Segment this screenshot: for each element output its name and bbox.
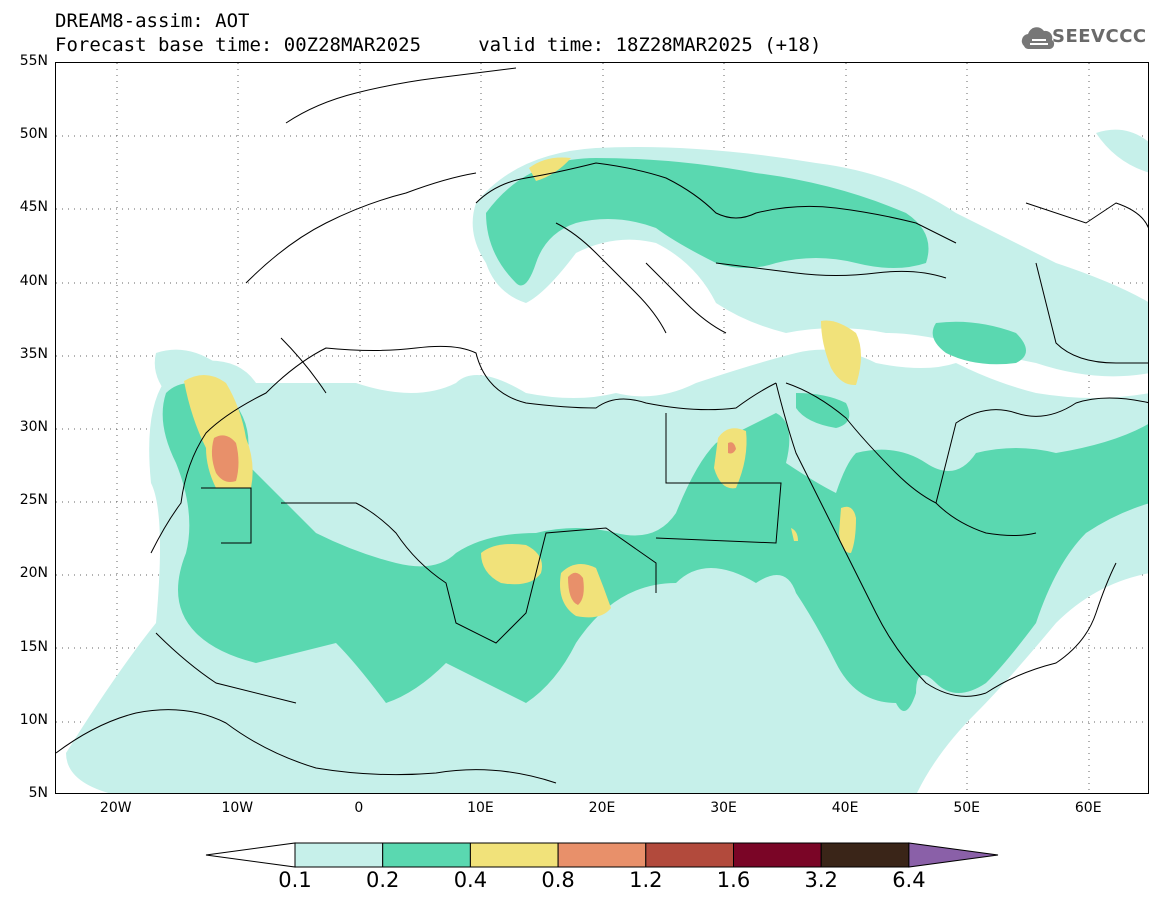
lon-label: 10W	[221, 800, 254, 816]
lat-label: 10N	[19, 711, 48, 728]
colorbar-cell	[733, 842, 822, 868]
aot-level-0.2	[162, 158, 1148, 711]
colorbar-label: 1.2	[629, 868, 663, 892]
lon-label: 20E	[588, 800, 616, 816]
colorbar-cell	[645, 842, 734, 868]
lon-label: 30E	[710, 800, 737, 816]
colorbar-label: 3.2	[804, 868, 838, 892]
lat-label: 30N	[19, 419, 48, 435]
colorbar	[205, 842, 999, 868]
cloud-logo-icon	[1021, 27, 1055, 49]
colorbar-cell	[294, 842, 384, 868]
colorbar-cell	[382, 842, 471, 868]
logo-text: SEEVCCC	[1052, 26, 1147, 47]
lat-label: 20N	[19, 565, 48, 582]
colorbar-cell	[557, 842, 647, 868]
lon-label: 50E	[953, 800, 980, 816]
aot-level-0.8	[211, 435, 736, 605]
lon-label: 10E	[467, 800, 494, 816]
colorbar-cell	[469, 842, 559, 868]
colorbar-label: 0.4	[453, 868, 488, 892]
colorbar-label: 0.1	[278, 868, 312, 892]
country-borders	[56, 67, 1148, 784]
lon-label: 0	[354, 800, 364, 816]
colorbar-label: 0.2	[365, 868, 400, 892]
colorbar-cell	[820, 842, 910, 868]
chart-title: DREAM8-assim: AOT	[55, 10, 250, 32]
lat-label: 55N	[19, 53, 48, 69]
forecast-times: Forecast base time: 00Z28MAR2025 valid t…	[55, 34, 822, 56]
colorbar-under-arrow	[205, 842, 296, 868]
lon-label: 40E	[831, 800, 859, 816]
lon-label: 60E	[1074, 800, 1102, 816]
colorbar-label: 0.8	[541, 868, 575, 892]
map-panel	[55, 62, 1149, 794]
aot-map	[56, 63, 1148, 793]
lon-label: 20W	[99, 800, 132, 816]
lat-label: 45N	[19, 199, 48, 216]
lat-label: 40N	[19, 272, 48, 289]
lat-label: 5N	[28, 785, 48, 801]
lat-label: 50N	[19, 126, 48, 143]
lat-label: 35N	[19, 345, 48, 362]
lat-label: 15N	[19, 638, 48, 655]
colorbar-label: 1.6	[716, 868, 751, 892]
colorbar-over-arrow	[908, 842, 999, 868]
colorbar-label: 6.4	[892, 868, 926, 892]
lat-label: 25N	[19, 492, 48, 509]
